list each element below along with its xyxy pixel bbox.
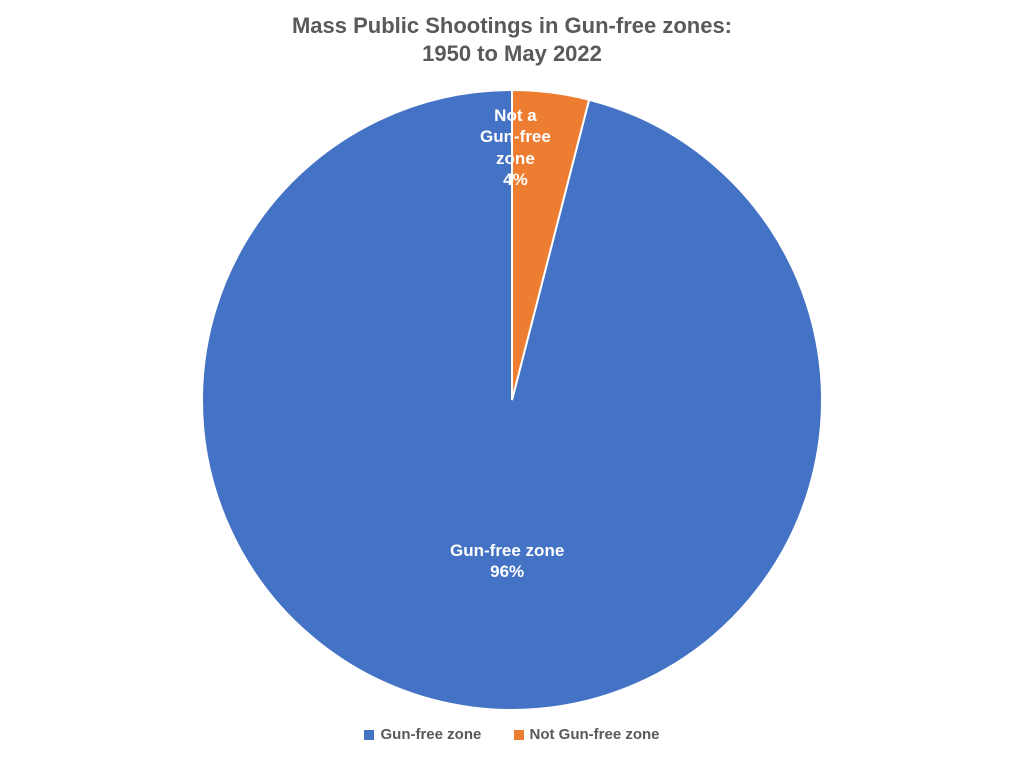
slice-label-gun-free-line1: Gun-free zone: [450, 541, 564, 560]
chart-title-line2: 1950 to May 2022: [422, 41, 602, 66]
legend-item-not-gun-free: Not Gun-free zone: [514, 726, 660, 743]
slice-label-gun-free-line2: 96%: [490, 562, 524, 581]
slice-label-not-gun-free-line1: Not a: [494, 106, 537, 125]
slice-label-not-gun-free-line4: 4%: [503, 170, 528, 189]
slice-label-not-gun-free: Not a Gun-free zone 4%: [480, 105, 551, 190]
slice-label-gun-free: Gun-free zone 96%: [450, 540, 564, 583]
slice-label-not-gun-free-line3: zone: [496, 149, 535, 168]
legend: Gun-free zone Not Gun-free zone: [0, 726, 1024, 744]
legend-item-gun-free: Gun-free zone: [364, 726, 481, 743]
legend-swatch-not-gun-free: [514, 730, 524, 740]
chart-title: Mass Public Shootings in Gun-free zones:…: [0, 12, 1024, 67]
legend-label-gun-free: Gun-free zone: [380, 726, 481, 743]
legend-swatch-gun-free: [364, 730, 374, 740]
chart-title-line1: Mass Public Shootings in Gun-free zones:: [292, 13, 732, 38]
slice-label-not-gun-free-line2: Gun-free: [480, 127, 551, 146]
chart-container: Mass Public Shootings in Gun-free zones:…: [0, 0, 1024, 763]
legend-label-not-gun-free: Not Gun-free zone: [530, 726, 660, 743]
